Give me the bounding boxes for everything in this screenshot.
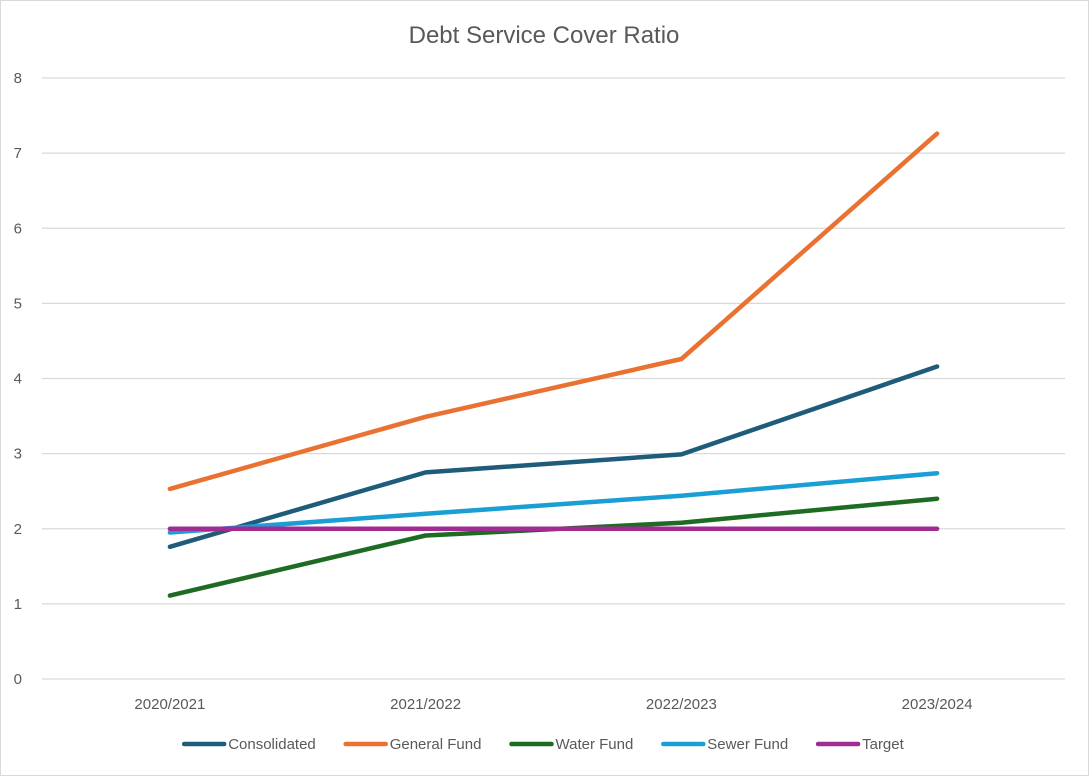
x-axis: 2020/2021 2021/2022 2022/2023 2023/2024	[134, 696, 972, 713]
legend-item-water-fund: Water Fund	[509, 736, 634, 753]
series-line-sewer-fund	[167, 470, 940, 535]
legend-item-target: Target	[815, 736, 905, 753]
y-tick-label: 4	[14, 371, 22, 388]
legend-item-general-fund: General Fund	[343, 736, 482, 753]
legend-label: Target	[862, 736, 905, 753]
y-tick-label: 2	[14, 521, 22, 538]
y-tick-label: 7	[14, 145, 22, 162]
y-tick-label: 0	[14, 671, 22, 688]
y-tick-label: 6	[14, 220, 22, 237]
y-tick-label: 8	[14, 70, 22, 87]
y-tick-label: 1	[14, 596, 22, 613]
legend-item-consolidated: Consolidated	[181, 736, 316, 753]
x-tick-label: 2023/2024	[902, 696, 973, 713]
y-tick-label: 5	[14, 295, 22, 312]
series-line-consolidated	[167, 364, 940, 550]
legend: Consolidated General Fund Water Fund Sewer …	[181, 736, 905, 753]
series-line-general-fund	[167, 131, 940, 492]
series-lines	[167, 131, 940, 598]
gridlines	[42, 77, 1065, 680]
y-axis: 0 1 2 3 4 5 6 7 8	[14, 70, 22, 688]
x-tick-label: 2022/2023	[646, 696, 717, 713]
y-tick-label: 3	[14, 446, 22, 463]
legend-label: Water Fund	[556, 736, 634, 753]
legend-label: General Fund	[390, 736, 482, 753]
legend-label: Sewer Fund	[707, 736, 788, 753]
legend-label: Consolidated	[228, 736, 316, 753]
legend-item-sewer-fund: Sewer Fund	[661, 736, 788, 753]
chart-title: Debt Service Cover Ratio	[409, 22, 680, 49]
x-tick-label: 2020/2021	[134, 696, 205, 713]
x-tick-label: 2021/2022	[390, 696, 461, 713]
